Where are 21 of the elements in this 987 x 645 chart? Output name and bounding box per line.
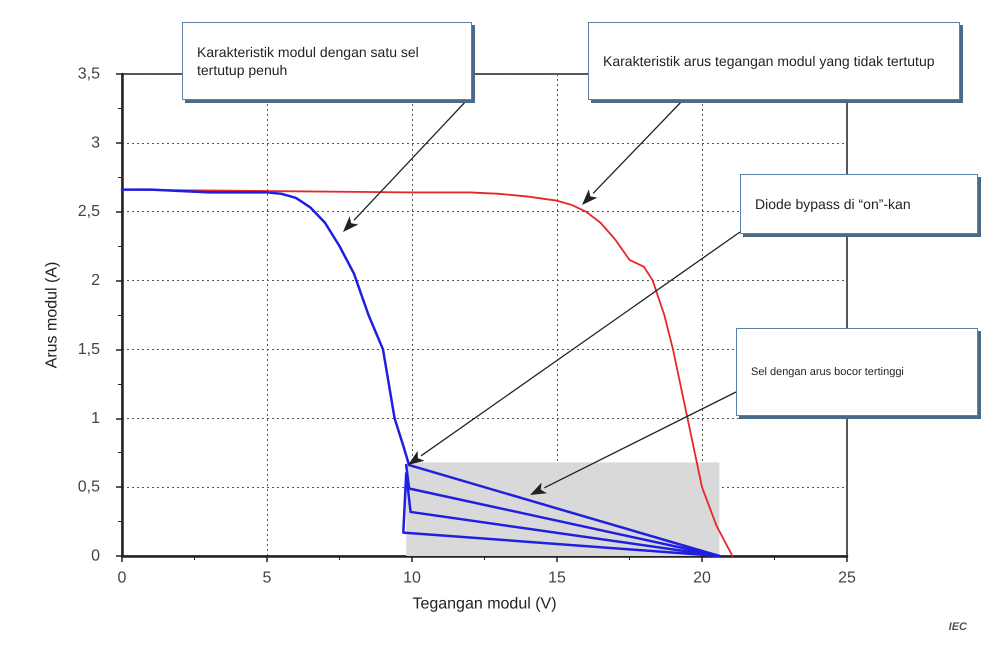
callout-box: Karakteristik arus tegangan modul yang tidak tertutup	[588, 22, 960, 100]
x-tick-label: 0	[118, 570, 127, 586]
y-tick-label: 3	[91, 134, 100, 152]
y-tick-label: 1,5	[78, 340, 100, 358]
y-tick-label: 3,5	[78, 66, 100, 82]
x-tick-label: 25	[838, 570, 856, 586]
x-tick-label: 5	[262, 570, 272, 586]
callout-box: Diode bypass di “on”-kan	[740, 174, 978, 234]
y-tick-label: 1	[91, 410, 100, 427]
y-tick-label: 2	[91, 272, 100, 290]
y-tick-label: 0	[91, 548, 100, 564]
x-tick-label: 10	[403, 570, 421, 586]
callout-box: Karakteristik modul dengan satu sel tertutup penuh	[182, 22, 472, 100]
y-tick-label: 2,5	[78, 203, 100, 220]
y-tick-label: 0,5	[78, 478, 100, 496]
x-tick-label: 15	[548, 570, 566, 586]
x-axis-title: Tegangan modul (V)	[412, 596, 557, 612]
y-axis-title: Arus modul (A)	[44, 262, 60, 368]
text: IEC	[948, 621, 967, 633]
callout-box: Sel dengan arus bocor tertinggi	[736, 328, 978, 416]
x-tick-label: 20	[693, 570, 711, 586]
